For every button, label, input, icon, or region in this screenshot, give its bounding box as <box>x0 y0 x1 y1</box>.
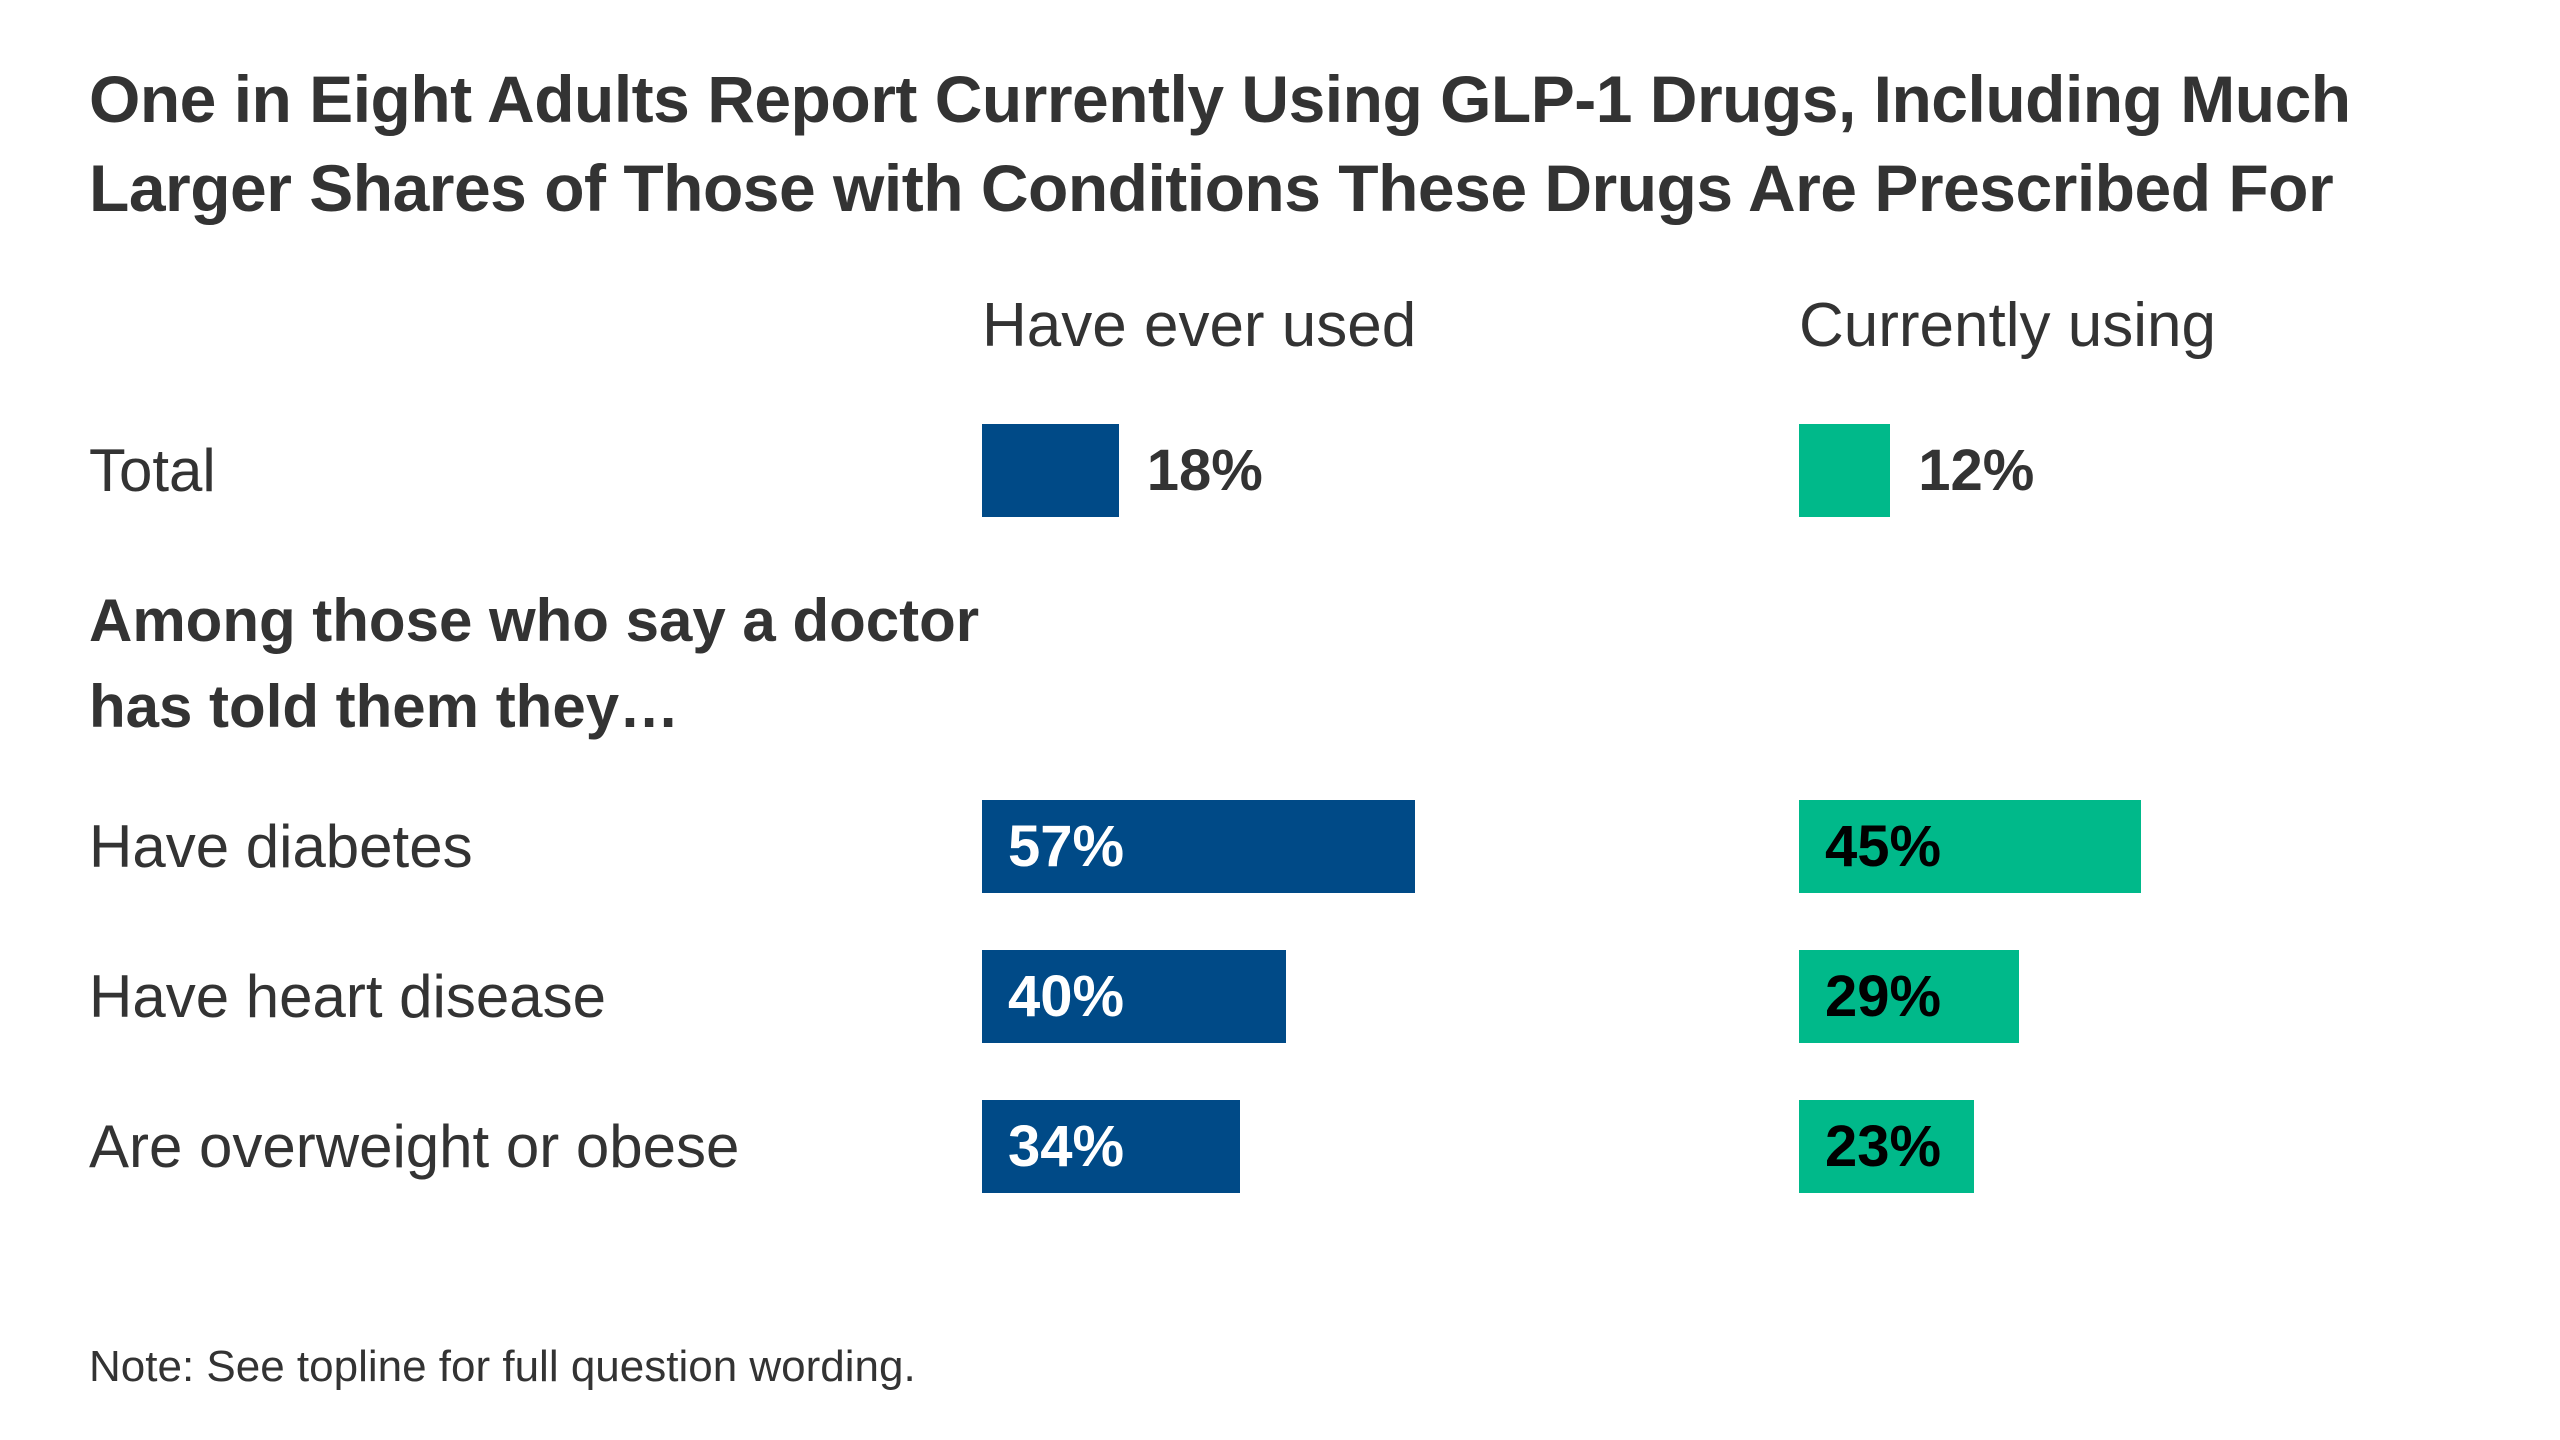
row-label-overweight: Are overweight or obese <box>89 1113 740 1180</box>
bar-ever-used-2 <box>982 950 1286 1043</box>
row-label-total: Total <box>89 437 216 504</box>
bar-currently-using-3 <box>1799 1100 1974 1193</box>
bar-ever-used-1 <box>982 800 1416 893</box>
data-label: 23% <box>1825 1114 1942 1179</box>
bar-currently-using-1 <box>1799 800 2141 893</box>
row-label-heart-disease: Have heart disease <box>89 963 606 1030</box>
column-header-currently-using: Currently using <box>1799 291 2216 360</box>
column-header-ever-used: Have ever used <box>982 291 1417 360</box>
data-label: 45% <box>1825 814 1942 879</box>
data-label: 40% <box>1008 964 1125 1029</box>
bar-currently-using-0 <box>1799 424 1891 517</box>
data-label: 18% <box>1146 438 1263 503</box>
data-label: 29% <box>1825 964 1942 1029</box>
row-label-diabetes: Have diabetes <box>89 813 473 880</box>
data-label: 12% <box>1918 438 2035 503</box>
bar-currently-using-2 <box>1799 950 2020 1043</box>
bar-ever-used-0 <box>982 424 1119 517</box>
subheading: Among those who say a doctor has told th… <box>89 587 980 740</box>
data-label: 34% <box>1008 1114 1125 1179</box>
data-label: 57% <box>1008 814 1125 879</box>
chart-title: One in Eight Adults Report Currently Usi… <box>89 62 2351 225</box>
footnote: Note: See topline for full question word… <box>89 1342 916 1391</box>
bar-ever-used-3 <box>982 1100 1241 1193</box>
